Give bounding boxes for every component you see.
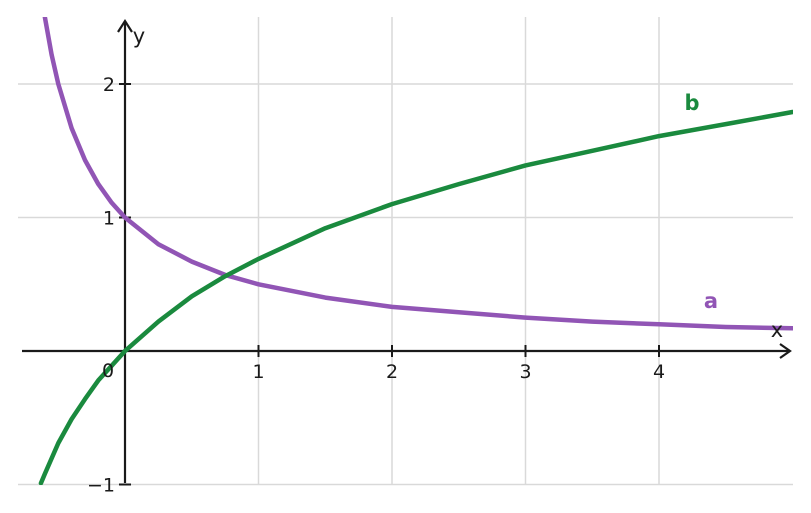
origin-label: 0	[102, 360, 114, 382]
x-tick-label: 1	[252, 361, 264, 383]
x-axis-arrow	[779, 343, 792, 359]
curves	[38, 17, 793, 485]
x-axis-label: x	[771, 318, 783, 342]
series-a-line	[42, 17, 793, 331]
x-tick-label: 3	[519, 361, 531, 383]
y-tick-label: 2	[103, 74, 115, 96]
grid	[18, 17, 793, 486]
axes	[22, 18, 792, 483]
series-b-label: b	[684, 91, 699, 115]
y-axis-label: y	[133, 24, 145, 48]
y-tick-label: −1	[87, 475, 115, 497]
series-a-label: a	[704, 289, 718, 313]
y-axis-arrow	[117, 18, 133, 33]
x-tick-label: 4	[653, 361, 665, 383]
y-tick-label: 1	[103, 208, 115, 230]
labels: x y 0 a b	[102, 24, 783, 382]
x-tick-label: 2	[386, 361, 398, 383]
ticks: 1 2 3 4 −1 1 2	[87, 74, 665, 497]
series-b-line	[38, 109, 793, 485]
